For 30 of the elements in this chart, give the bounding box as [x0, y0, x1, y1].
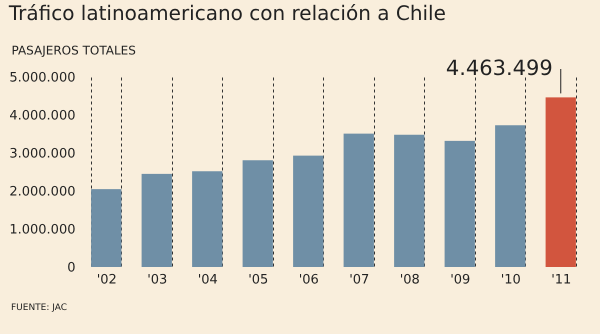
x-tick-label: '02 [96, 272, 117, 288]
y-tick-label: 2.000.000 [9, 184, 76, 200]
bar [91, 189, 122, 267]
y-tick-label: 3.000.000 [9, 146, 76, 162]
x-tick-label: '03 [147, 272, 168, 288]
bar [495, 125, 526, 267]
y-tick-label: 4.000.000 [9, 108, 76, 124]
bar [293, 156, 324, 267]
x-tick-label: '10 [500, 272, 521, 288]
bar [142, 174, 172, 267]
bar [242, 160, 273, 267]
data-label: 4.463.499 [446, 56, 553, 80]
y-tick-label: 1.000.000 [9, 222, 76, 238]
x-tick-label: '07 [349, 272, 370, 288]
x-tick-label: '05 [248, 272, 268, 288]
bar [546, 97, 576, 267]
chart-title: Tráfico latinoamericano con relación a Chile [8, 1, 446, 25]
x-tick-label: '04 [198, 272, 218, 288]
x-tick-label: '11 [551, 272, 572, 288]
bar [344, 134, 374, 267]
y-tick-label: 5.000.000 [9, 70, 76, 86]
bar [394, 134, 424, 267]
x-tick-label: '08 [400, 272, 420, 288]
source-note: FUENTE: JAC [11, 303, 68, 313]
x-tick-label: '09 [450, 272, 470, 288]
y-axis-title: PASAJEROS TOTALES [12, 44, 136, 58]
y-tick-label: 0 [67, 260, 76, 276]
bar [192, 171, 222, 267]
bar [444, 140, 475, 267]
x-tick-label: '06 [298, 272, 319, 288]
